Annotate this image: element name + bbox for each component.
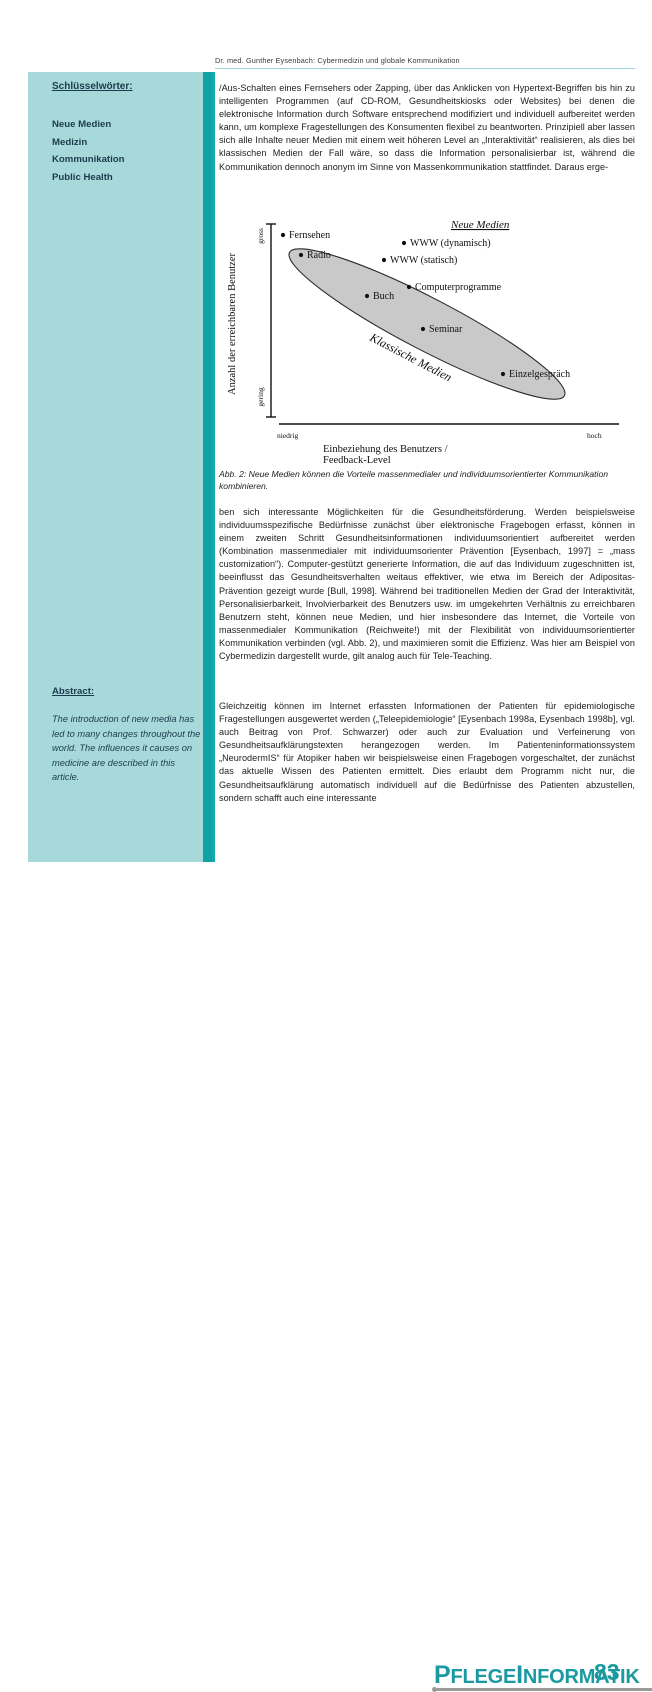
- x-axis-title-line2: Feedback-Level: [323, 455, 391, 464]
- annotation-neue-medien: Neue Medien: [450, 219, 510, 231]
- figure-svg: Anzahl der erreichbaren Benutzer gross g…: [227, 219, 619, 464]
- point-label-seminar: Seminar: [429, 324, 463, 335]
- y-axis-title: Anzahl der erreichbaren Benutzer: [227, 253, 238, 395]
- running-header: Dr. med. Gunther Eysenbach: Cybermedizin…: [215, 56, 460, 65]
- paragraph-text: /Aus-Schalten eines Fernsehers oder Zapp…: [219, 83, 635, 172]
- y-tick-gross: gross: [256, 228, 265, 244]
- keywords-list: Neue Medien Medizin Kommunikation Public…: [52, 116, 202, 186]
- page: Dr. med. Gunther Eysenbach: Cybermedizin…: [28, 56, 652, 1691]
- point-label-einzelgespraech: Einzelgespräch: [509, 369, 570, 380]
- point-label-fernsehen: Fernsehen: [289, 230, 330, 241]
- x-tick-hoch: hoch: [587, 431, 602, 440]
- keywords-heading: Schlüsselwörter:: [52, 81, 133, 92]
- brand-text-b: NFORMATIK: [522, 1666, 640, 1688]
- point-marker: [500, 371, 506, 377]
- brand-text-a: FLEGE: [450, 1666, 517, 1688]
- paragraph-text: Gleichzeitig können im Internet erfasste…: [219, 701, 635, 803]
- body-paragraph-bottom: Gleichzeitig können im Internet erfasste…: [219, 700, 635, 805]
- y-tick-gering: gering: [256, 387, 265, 406]
- x-tick-niedrig: niedrig: [277, 431, 298, 440]
- point-label-www-dynamisch: WWW (dynamisch): [410, 238, 491, 249]
- keyword-item: Neue Medien: [52, 119, 112, 130]
- body-paragraph-middle: ben sich interessante Möglichkeiten für …: [219, 506, 635, 663]
- keyword-item: Kommunikation: [52, 154, 125, 165]
- point-label-radio: Radio: [307, 250, 331, 261]
- brand-initial-i: I: [516, 1661, 523, 1689]
- abstract-heading: Abstract:: [52, 686, 95, 697]
- x-axis-title-line1: Einbeziehung des Benutzers /: [323, 444, 448, 455]
- sidebar-accent-rule: [203, 72, 212, 862]
- point-marker: [401, 240, 407, 246]
- footer: PFLEGEINFORMATIK 83 PR-InterNet 5/01: [215, 830, 652, 1691]
- point-marker: [364, 293, 370, 299]
- point-marker: [420, 326, 426, 332]
- keyword-item: Medizin: [52, 136, 88, 148]
- point-marker: [406, 284, 412, 290]
- keyword-item: Public Health: [52, 171, 113, 183]
- abstract-text: The introduction of new media has led to…: [52, 714, 201, 782]
- figure-caption: Abb. 2: Neue Medien können die Vorteile …: [219, 469, 609, 492]
- footer-rule: [432, 1686, 652, 1691]
- point-marker: [280, 232, 286, 238]
- point-marker: [298, 252, 304, 258]
- point-label-buch: Buch: [373, 291, 394, 302]
- figure-abb-2: Anzahl der erreichbaren Benutzer gross g…: [219, 212, 635, 464]
- point-label-www-statisch: WWW (statisch): [390, 255, 457, 266]
- point-label-computerprogramme: Computerprogramme: [415, 282, 502, 293]
- body-accent-rule: [212, 72, 215, 862]
- klassische-medien-band: [288, 248, 566, 400]
- point-marker: [381, 257, 387, 263]
- body-paragraph-top: /Aus-Schalten eines Fernsehers oder Zapp…: [219, 82, 635, 174]
- paragraph-text: ben sich interessante Möglichkeiten für …: [219, 507, 635, 662]
- sidebar-panel: [28, 72, 213, 862]
- brand-initial-p: P: [434, 1661, 451, 1689]
- running-header-rule: [215, 68, 635, 69]
- page-number: 83: [594, 1659, 620, 1685]
